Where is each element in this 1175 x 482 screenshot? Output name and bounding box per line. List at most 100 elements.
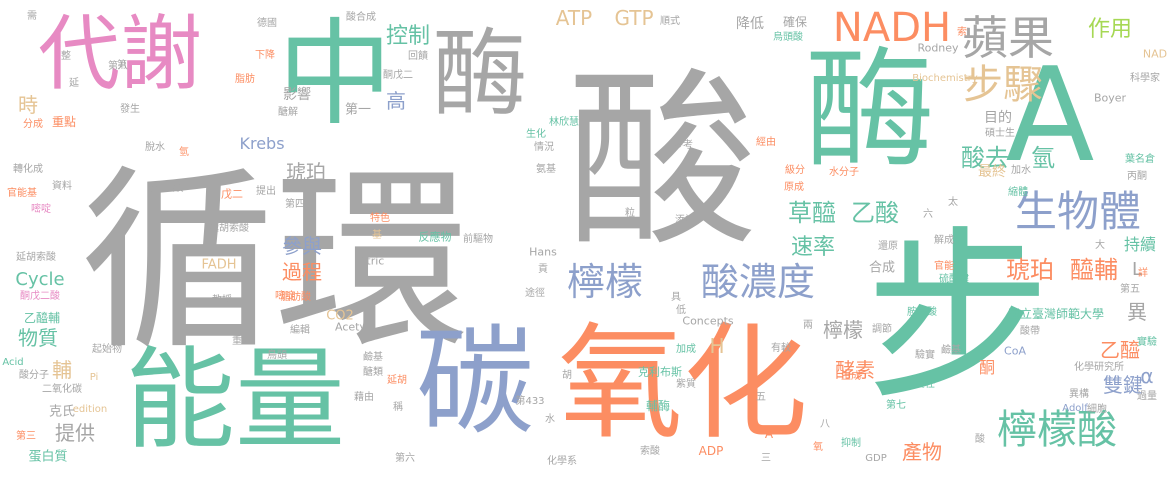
cloud-word: 需 — [27, 11, 37, 22]
cloud-word: H — [709, 334, 725, 358]
cloud-word: 途徑 — [525, 288, 545, 299]
cloud-word: Acid — [2, 357, 24, 368]
cloud-word: 物質 — [18, 326, 58, 350]
cloud-word: 具 — [671, 292, 681, 303]
cloud-word: 反應物 — [418, 230, 452, 244]
cloud-word: 解成 — [934, 235, 954, 246]
cloud-word: 紫質 — [676, 379, 696, 390]
cloud-word: 生物體 — [1014, 187, 1142, 236]
cloud-word: 教授 — [212, 295, 232, 306]
cloud-word: 丙酮 — [1127, 171, 1147, 182]
cloud-word: 異 — [1127, 300, 1147, 324]
cloud-word: Boyer — [1093, 91, 1127, 105]
cloud-word: 八 — [820, 419, 830, 430]
cloud-word: 加成 — [676, 344, 696, 355]
cloud-word: 酮 — [978, 358, 996, 377]
cloud-word: 責任 — [915, 379, 935, 390]
cloud-word: 抑制 — [841, 438, 861, 449]
cloud-word: 影響 — [283, 87, 311, 103]
cloud-word: 轉化成 — [13, 164, 43, 175]
cloud-word: 大 — [1095, 240, 1105, 251]
cloud-word: 低 — [676, 305, 686, 316]
cloud-word: 六 — [923, 209, 933, 220]
cloud-word: CoA — [1004, 344, 1026, 358]
cloud-word: 下降 — [255, 50, 275, 61]
cloud-word: 氫 — [179, 147, 189, 158]
cloud-word: 五 — [756, 392, 766, 403]
cloud-word: 兩 — [803, 320, 813, 331]
cloud-word: 資料 — [52, 181, 72, 192]
cloud-word: 粒 — [625, 208, 635, 219]
cloud-word: 琥珀 — [1006, 256, 1054, 284]
cloud-word: 水分子 — [829, 167, 859, 178]
cloud-word: 前驅物 — [463, 234, 493, 245]
cloud-word: 縮體 — [1008, 187, 1028, 198]
cloud-word: 酸去 — [961, 144, 1009, 172]
cloud-word: 化學系 — [547, 456, 577, 467]
cloud-word: 酸合成 — [346, 12, 376, 23]
cloud-word: edition — [72, 404, 108, 415]
cloud-word: 第一 — [344, 102, 372, 118]
cloud-word: 回饋 — [408, 51, 428, 62]
cloud-word: 級分 — [785, 165, 805, 176]
cloud-word: α — [1140, 364, 1154, 388]
cloud-word: 雙鍵 — [1103, 373, 1143, 397]
cloud-word: 速率 — [790, 235, 836, 260]
cloud-word: 官能 — [934, 261, 954, 272]
cloud-word: 最終 — [978, 164, 1006, 180]
cloud-word: 參考 — [673, 140, 693, 151]
cloud-word: 經由 — [756, 137, 776, 148]
cloud-word: Pi — [89, 372, 99, 383]
cloud-word: 延胡索酸 — [209, 223, 249, 234]
cloud-word: 分成 — [23, 119, 43, 130]
cloud-word: 脂肪 — [235, 74, 255, 85]
cloud-word: 戊二 — [221, 187, 243, 201]
cloud-word: 目的 — [984, 110, 1012, 126]
cloud-word: 檸檬酸 — [997, 407, 1117, 453]
cloud-word: 胺基酸 — [907, 307, 937, 318]
cloud-word: 乙醯輔 — [23, 311, 61, 325]
cloud-word: 過程 — [282, 260, 322, 284]
cloud-word: 參與 — [282, 234, 322, 258]
cloud-word: 官能基 — [7, 188, 37, 199]
cloud-word: 能量 — [125, 336, 345, 464]
cloud-word: 克利布斯 — [638, 365, 682, 379]
cloud-word: CO2 — [326, 308, 354, 324]
cloud-word: ATP — [555, 6, 593, 30]
cloud-word: 醯輔 — [1070, 256, 1118, 284]
cloud-word: 胡 — [562, 370, 572, 381]
cloud-word: 琥珀 — [286, 160, 326, 184]
cloud-word: Acetyl — [334, 320, 370, 334]
cloud-word: Biochemistry — [912, 73, 978, 84]
cloud-word: L — [1131, 259, 1143, 280]
cloud-word: 索 — [957, 27, 967, 38]
cloud-word: 基 — [372, 230, 382, 241]
cloud-word: 合成 — [868, 260, 896, 276]
cloud-word: 調節 — [872, 324, 892, 335]
cloud-word: Concepts — [682, 314, 734, 328]
cloud-word: 實驗 — [1137, 337, 1157, 348]
cloud-word: 代謝 — [37, 7, 203, 102]
cloud-word: 確保 — [782, 15, 808, 29]
cloud-word: Rodney — [917, 41, 959, 55]
cloud-word: 提出 — [256, 186, 276, 197]
cloud-word: 酸分子 — [19, 370, 49, 381]
cloud-word: 克氏 — [48, 404, 76, 420]
cloud-word: 草醯 — [788, 199, 836, 227]
cloud-word: Citric — [355, 254, 385, 268]
cloud-word: 延 — [69, 78, 79, 89]
cloud-word: 作用 — [1087, 17, 1133, 42]
cloud-word: 輔酶 — [645, 399, 671, 413]
cloud-word: NAD — [1142, 47, 1168, 61]
cloud-word: 水 — [545, 414, 555, 425]
cloud-word: 情況 — [534, 142, 554, 153]
cloud-word: 硫酯鍵 — [939, 274, 969, 285]
cloud-word: 林欣慧 — [549, 117, 579, 128]
cloud-word: 提供 — [55, 421, 95, 445]
cloud-word: 第433 — [515, 396, 545, 407]
cloud-word: 脫水 — [145, 142, 165, 153]
cloud-word: 藉由 — [354, 392, 374, 403]
cloud-word: 三 — [761, 453, 771, 464]
cloud-word: 步驟 — [963, 62, 1043, 108]
